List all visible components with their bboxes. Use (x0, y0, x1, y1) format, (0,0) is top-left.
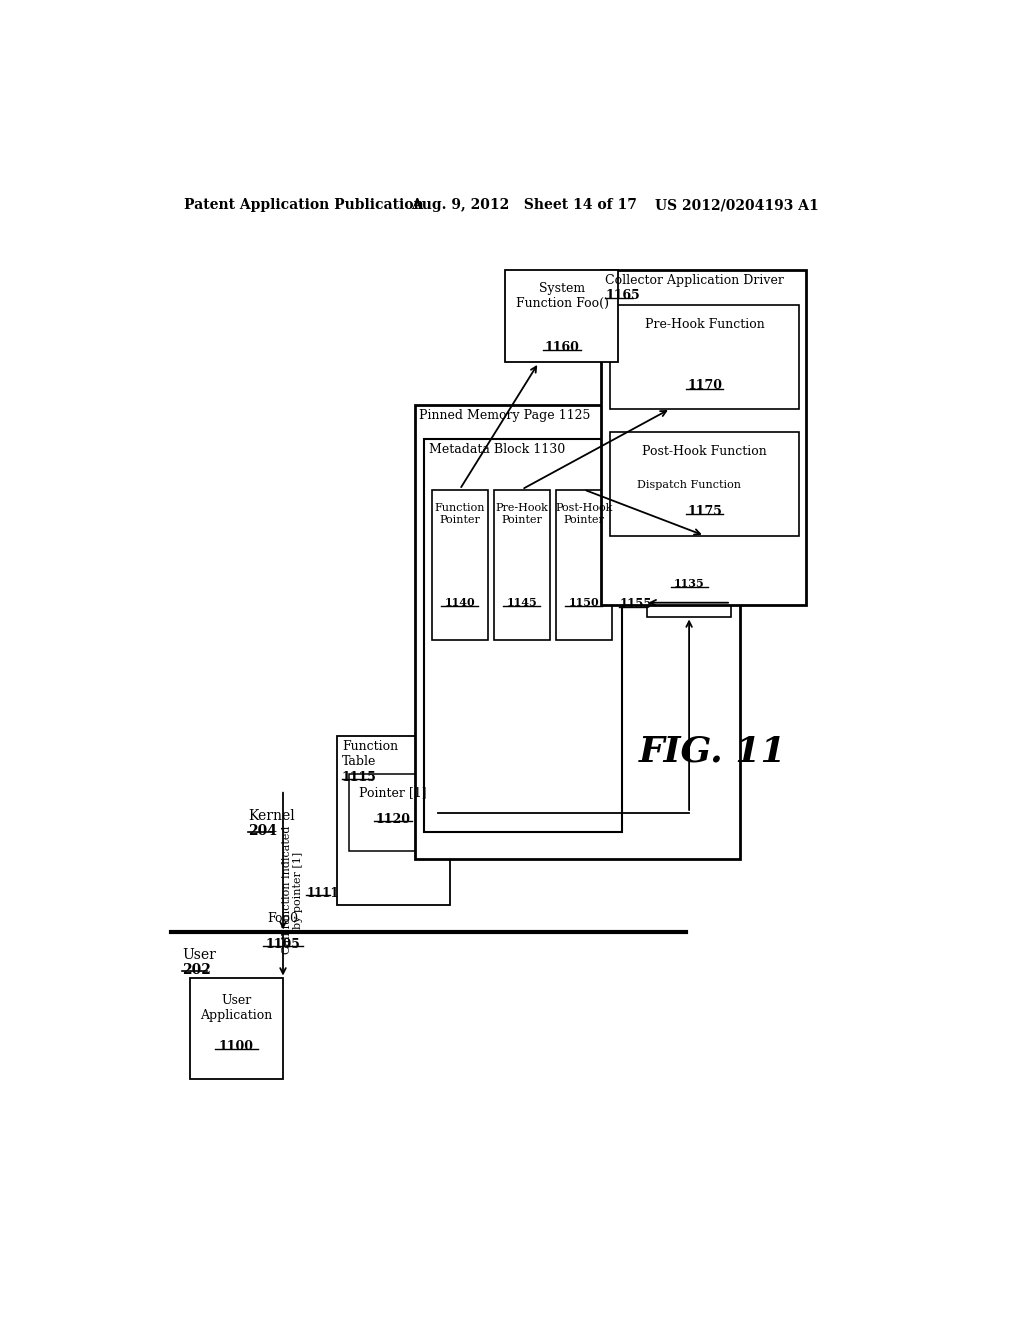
Bar (190, 978, 283, 1078)
Text: User
Application: User Application (201, 994, 272, 1022)
Text: 1140: 1140 (444, 598, 475, 609)
Text: US 2012/0204193 A1: US 2012/0204193 A1 (655, 198, 819, 213)
Text: 202: 202 (182, 964, 211, 977)
Text: 1111: 1111 (306, 887, 339, 900)
Text: Pointer [1]: Pointer [1] (359, 785, 427, 799)
Text: 1175: 1175 (687, 506, 722, 517)
Bar (506, 271, 617, 363)
Bar (337, 737, 450, 906)
Bar (610, 305, 799, 409)
Text: Metadata Block 1130: Metadata Block 1130 (429, 444, 565, 457)
Text: Function
Table: Function Table (342, 739, 398, 768)
Bar (432, 490, 487, 640)
Bar (556, 490, 611, 640)
Text: Dispatch Function: Dispatch Function (637, 480, 741, 490)
Bar (494, 490, 550, 640)
Bar (424, 440, 622, 832)
Text: 1100: 1100 (219, 1040, 254, 1053)
Text: 1155: 1155 (620, 598, 652, 611)
Text: 1160: 1160 (545, 341, 580, 354)
Text: 1145: 1145 (506, 598, 537, 609)
Text: Post-Hook Function: Post-Hook Function (642, 445, 767, 458)
Text: 1165: 1165 (605, 289, 640, 302)
Text: System
Function Foo(): System Function Foo() (515, 281, 608, 310)
Text: 1150: 1150 (568, 598, 599, 609)
Text: Patent Application Publication: Patent Application Publication (183, 198, 424, 213)
Text: Post-Hook
Pointer: Post-Hook Pointer (555, 503, 612, 525)
Text: FIG. 11: FIG. 11 (639, 734, 786, 768)
Bar (601, 271, 806, 605)
Text: Kernel: Kernel (248, 809, 295, 824)
Bar (415, 405, 740, 859)
Text: 1135: 1135 (674, 578, 705, 589)
Text: Pre-Hook
Pointer: Pre-Hook Pointer (496, 503, 548, 525)
Text: User: User (182, 948, 216, 962)
Text: Pinned Memory Page 1125: Pinned Memory Page 1125 (420, 409, 591, 421)
Text: 1115: 1115 (342, 771, 377, 784)
Text: Aug. 9, 2012   Sheet 14 of 17: Aug. 9, 2012 Sheet 14 of 17 (411, 198, 637, 213)
Text: 1170: 1170 (687, 379, 722, 392)
Text: 1105: 1105 (265, 937, 300, 950)
Bar (610, 432, 799, 536)
Text: Pre-Hook Function: Pre-Hook Function (645, 318, 765, 331)
Text: Collector Application Driver: Collector Application Driver (605, 275, 784, 286)
Text: Call function indicated
by pointer [1]: Call function indicated by pointer [1] (282, 826, 303, 954)
Text: 1120: 1120 (376, 813, 411, 826)
Bar (349, 775, 438, 851)
Text: 204: 204 (248, 825, 278, 838)
Bar (647, 466, 731, 616)
Text: Function
Pointer: Function Pointer (434, 503, 485, 525)
Text: Foo0: Foo0 (267, 912, 299, 924)
